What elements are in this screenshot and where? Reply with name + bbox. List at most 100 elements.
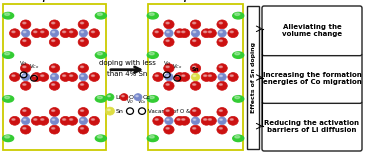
Ellipse shape — [190, 20, 201, 29]
Ellipse shape — [5, 52, 10, 55]
Ellipse shape — [12, 75, 15, 76]
Ellipse shape — [191, 73, 200, 81]
Ellipse shape — [34, 119, 37, 120]
Ellipse shape — [23, 110, 26, 111]
Ellipse shape — [147, 52, 158, 58]
Text: O: O — [129, 95, 134, 100]
Ellipse shape — [52, 22, 55, 24]
Ellipse shape — [233, 12, 244, 19]
Ellipse shape — [5, 96, 10, 99]
Bar — [148, 4, 243, 150]
Ellipse shape — [52, 66, 55, 68]
Ellipse shape — [191, 117, 200, 125]
Ellipse shape — [217, 108, 227, 116]
Ellipse shape — [23, 119, 26, 120]
Ellipse shape — [20, 38, 31, 47]
Ellipse shape — [12, 31, 15, 33]
Ellipse shape — [79, 29, 88, 37]
Ellipse shape — [39, 73, 49, 81]
Ellipse shape — [219, 22, 222, 24]
Ellipse shape — [190, 81, 201, 90]
Ellipse shape — [23, 31, 26, 33]
Ellipse shape — [60, 73, 71, 81]
Ellipse shape — [78, 81, 88, 90]
Text: than 4% Sn: than 4% Sn — [107, 71, 147, 77]
Ellipse shape — [180, 73, 190, 81]
Ellipse shape — [98, 96, 102, 99]
Ellipse shape — [81, 84, 84, 85]
Ellipse shape — [49, 81, 60, 90]
Ellipse shape — [23, 66, 26, 68]
Ellipse shape — [39, 116, 49, 125]
Text: V$_O$: V$_O$ — [163, 59, 171, 68]
Ellipse shape — [175, 116, 185, 125]
Ellipse shape — [193, 119, 196, 120]
Ellipse shape — [190, 38, 201, 47]
Ellipse shape — [165, 117, 173, 125]
FancyBboxPatch shape — [262, 6, 362, 56]
Ellipse shape — [147, 96, 158, 102]
Ellipse shape — [193, 128, 196, 129]
Ellipse shape — [218, 117, 226, 125]
Ellipse shape — [49, 20, 60, 29]
Ellipse shape — [233, 52, 244, 58]
Ellipse shape — [23, 128, 26, 129]
Ellipse shape — [155, 75, 158, 76]
Ellipse shape — [193, 40, 196, 41]
Ellipse shape — [206, 73, 216, 81]
Ellipse shape — [3, 135, 14, 142]
Ellipse shape — [164, 108, 174, 116]
Ellipse shape — [89, 116, 99, 125]
Ellipse shape — [219, 84, 222, 85]
FancyBboxPatch shape — [262, 54, 362, 103]
Ellipse shape — [95, 52, 106, 58]
Ellipse shape — [70, 75, 73, 76]
Ellipse shape — [120, 94, 128, 101]
Ellipse shape — [235, 96, 240, 99]
Ellipse shape — [204, 75, 207, 76]
Ellipse shape — [78, 125, 88, 134]
Ellipse shape — [228, 73, 238, 81]
Ellipse shape — [218, 73, 226, 81]
Ellipse shape — [52, 110, 55, 111]
Ellipse shape — [177, 75, 180, 76]
Ellipse shape — [108, 95, 110, 97]
Text: V$_{Co}$: V$_{Co}$ — [137, 97, 147, 106]
Ellipse shape — [52, 128, 55, 129]
Ellipse shape — [191, 29, 200, 37]
Ellipse shape — [166, 110, 169, 111]
Ellipse shape — [219, 40, 222, 41]
Ellipse shape — [164, 20, 174, 29]
Ellipse shape — [52, 40, 55, 41]
Ellipse shape — [9, 29, 20, 38]
Ellipse shape — [52, 119, 55, 120]
Ellipse shape — [206, 29, 216, 38]
Ellipse shape — [166, 84, 169, 85]
Text: V$_O$: V$_O$ — [126, 97, 134, 106]
Ellipse shape — [193, 75, 196, 76]
Ellipse shape — [31, 73, 42, 81]
Ellipse shape — [22, 117, 30, 125]
Ellipse shape — [3, 96, 14, 102]
Ellipse shape — [220, 75, 222, 76]
Ellipse shape — [22, 73, 30, 81]
Ellipse shape — [208, 31, 211, 33]
Ellipse shape — [3, 12, 14, 19]
Text: Un-doped LiCoO₂: Un-doped LiCoO₂ — [17, 0, 93, 2]
Ellipse shape — [235, 52, 240, 55]
Ellipse shape — [149, 136, 154, 138]
Ellipse shape — [167, 31, 169, 33]
Ellipse shape — [166, 128, 169, 129]
Ellipse shape — [3, 52, 14, 58]
Ellipse shape — [91, 75, 94, 76]
Ellipse shape — [67, 116, 77, 125]
Text: Vacancy of O & Co: Vacancy of O & Co — [148, 109, 199, 114]
Ellipse shape — [228, 116, 238, 125]
Ellipse shape — [23, 40, 26, 41]
Ellipse shape — [91, 119, 94, 120]
Ellipse shape — [155, 31, 158, 33]
Ellipse shape — [34, 75, 37, 76]
Ellipse shape — [81, 40, 84, 41]
Ellipse shape — [23, 22, 26, 24]
Ellipse shape — [182, 75, 185, 76]
